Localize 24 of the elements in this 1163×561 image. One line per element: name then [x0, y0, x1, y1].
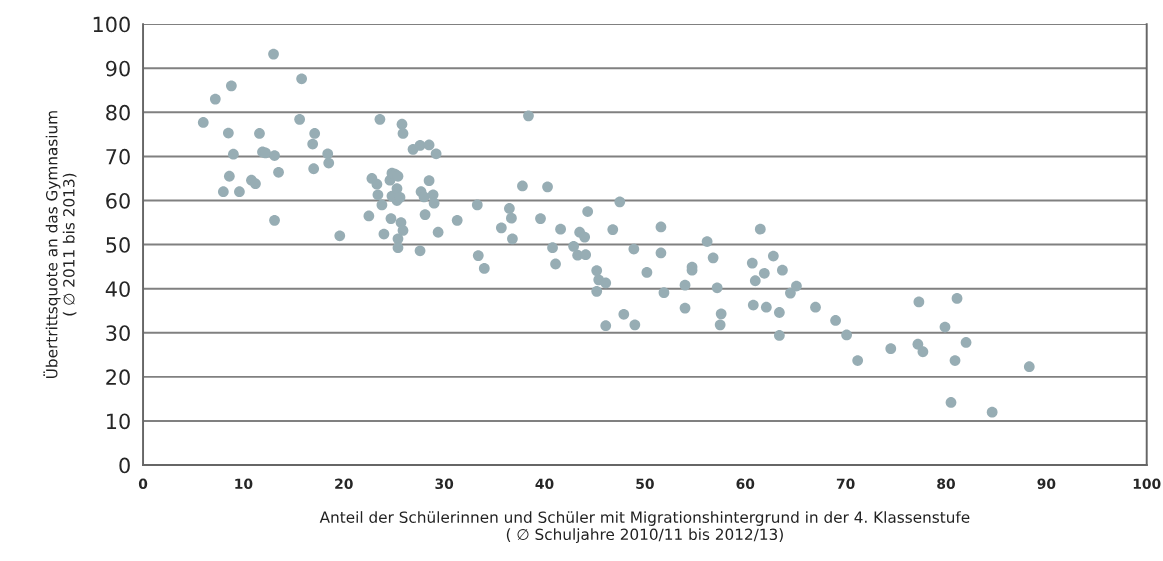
x-tick-label: 30	[435, 478, 454, 490]
y-tick-label: 90	[106, 60, 130, 77]
x-tick-label: 40	[535, 478, 554, 490]
x-tick-label: 80	[937, 478, 955, 490]
y-tick-label: 100	[93, 16, 130, 33]
x-tick-label: 0	[138, 478, 148, 490]
y-tick-label: 20	[106, 369, 130, 386]
x-axis-title: Anteil der Schülerinnen und Schüler mit Migrationshintergrund in der 4. Klassenstufe ( ∅ Schuljahre 2010/11 bis 2012/13)	[319, 511, 970, 544]
y-tick-label: 70	[106, 148, 130, 165]
y-axis-title: Übertrittsquote an das Gymnasium ( ∅ 2011 bis 2013)	[43, 111, 77, 378]
y-tick-label: 10	[107, 413, 130, 430]
y-tick-label: 40	[105, 281, 130, 297]
y-tick-label: 80	[106, 104, 130, 121]
x-tick-label: 20	[335, 478, 353, 490]
x-tick-label: 100	[1133, 478, 1161, 490]
x-tick-label: 60	[736, 478, 755, 490]
x-tick-label: 90	[1037, 478, 1056, 490]
x-tick-label: 10	[235, 478, 253, 490]
y-tick-label: 60	[106, 192, 130, 209]
x-tick-label: 50	[636, 478, 654, 490]
x-tick-label: 70	[836, 478, 855, 490]
y-tick-label: 0	[119, 457, 130, 474]
y-tick-label: 50	[106, 237, 130, 253]
y-tick-label: 30	[106, 325, 130, 341]
